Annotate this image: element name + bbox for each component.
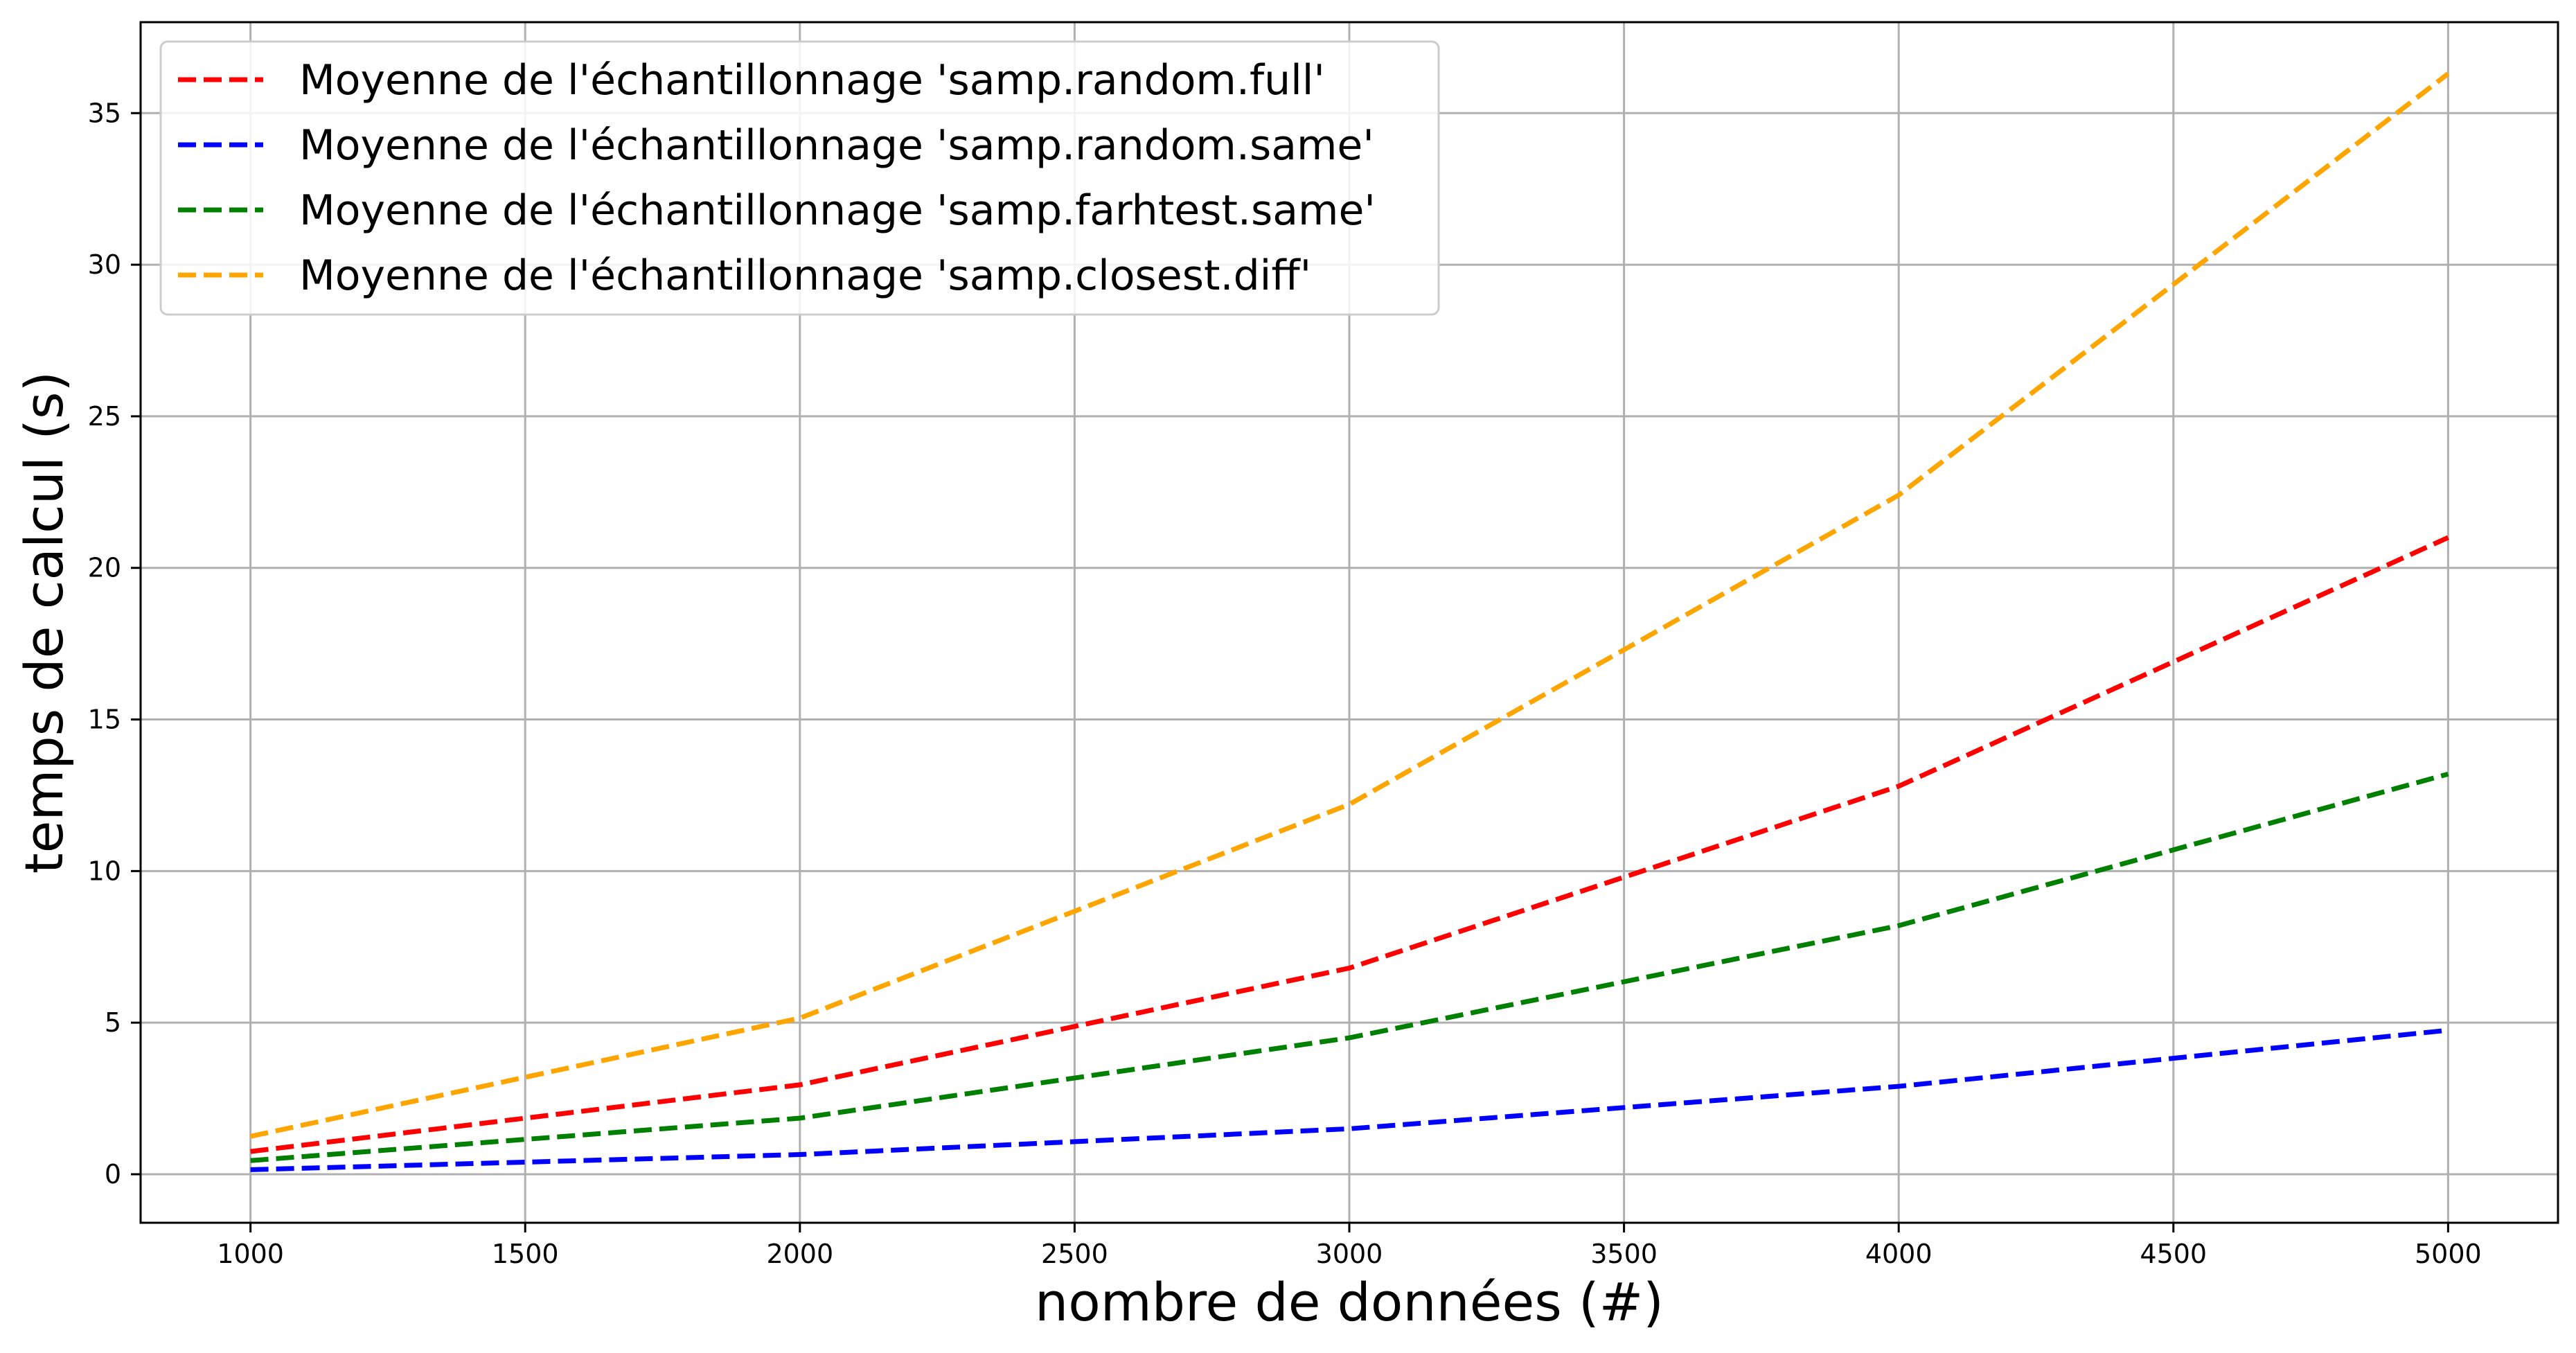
- x-tick-label: 4500: [2140, 1239, 2207, 1269]
- series-line-1: [250, 1027, 2449, 1172]
- x-tick-label: 3500: [1590, 1239, 1658, 1269]
- x-tick-label: 1500: [492, 1239, 559, 1269]
- x-tick-label: 2000: [766, 1239, 833, 1269]
- y-tick-label: 35: [88, 98, 121, 128]
- x-tick-label: 3000: [1316, 1239, 1383, 1269]
- y-tick-label: 0: [105, 1159, 121, 1190]
- legend-box: [159, 40, 1440, 316]
- x-tick-label: 4000: [1865, 1239, 1933, 1269]
- series-line-2: [250, 771, 2449, 1163]
- legend-label: Moyenne de l'échantillonnage 'samp.farht…: [299, 186, 1376, 235]
- x-axis-ticks: 1000 1500 2000 2500 3000 3500 4000 4500 5000: [217, 1223, 2482, 1269]
- y-axis-ticks: 0 5 10 15 20 25 30 35: [88, 98, 141, 1190]
- series-line-0: [250, 535, 2449, 1154]
- y-axis-label: temps de calcul (s): [13, 371, 75, 874]
- x-tick-label: 5000: [2415, 1239, 2482, 1269]
- series-lines: [249, 71, 2450, 1172]
- x-tick-label: 2500: [1041, 1239, 1108, 1269]
- legend-label: Moyenne de l'échantillonnage 'samp.rando…: [299, 121, 1374, 170]
- y-tick-label: 5: [105, 1007, 121, 1038]
- y-tick-label: 30: [88, 249, 121, 280]
- y-tick-label: 25: [88, 401, 121, 432]
- legend: Moyenne de l'échantillonnage 'samp.rando…: [159, 40, 1440, 316]
- y-tick-label: 20: [88, 553, 121, 583]
- series-line-3: [249, 71, 2450, 1139]
- x-axis-label: nombre de données (#): [1035, 1271, 1664, 1333]
- y-tick-label: 10: [88, 856, 121, 886]
- legend-label: Moyenne de l'échantillonnage 'samp.rando…: [299, 56, 1325, 105]
- legend-label: Moyenne de l'échantillonnage 'samp.close…: [299, 251, 1311, 300]
- y-tick-label: 15: [88, 705, 121, 735]
- x-tick-label: 1000: [217, 1239, 284, 1269]
